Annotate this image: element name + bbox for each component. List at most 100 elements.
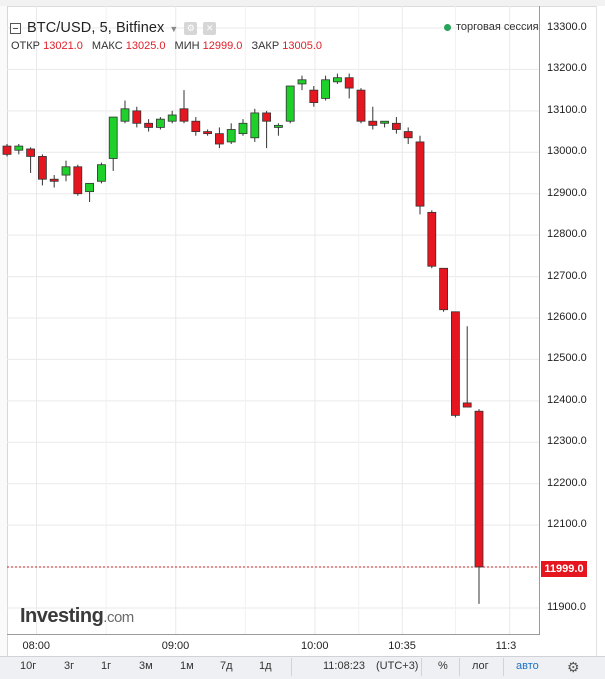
auto-scale-toggle[interactable]: авто [516, 660, 539, 672]
clock-time: 11:08:23 [323, 660, 366, 672]
candle-down [262, 112, 272, 122]
session-indicator: торговая сессия [444, 21, 539, 33]
period-1m-button[interactable]: 1м [180, 660, 194, 672]
y-tick-label: 13200.0 [547, 62, 587, 75]
candle-down [450, 311, 460, 416]
candle-down [191, 120, 201, 132]
candle-down [203, 131, 213, 135]
candle-down [474, 410, 484, 568]
y-tick-label: 12800.0 [547, 228, 587, 241]
x-tick-label: 09:00 [161, 640, 190, 652]
candle-down [403, 131, 413, 139]
y-tick-label: 11900.0 [547, 601, 586, 613]
close-label: ЗАКР [251, 40, 280, 52]
symbol-title[interactable]: BTC/USD, 5, Bitfinex [27, 20, 165, 36]
period-3y-button[interactable]: 3г [64, 660, 75, 672]
low-label: МИН [174, 40, 200, 52]
candle-up [14, 145, 24, 151]
candle-down [368, 120, 378, 126]
y-tick-label: 12500.0 [547, 352, 587, 365]
candle-down [356, 89, 366, 122]
y-tick-label: 13100.0 [547, 103, 587, 116]
y-tick-label: 13300.0 [547, 21, 587, 33]
y-tick-label: 12700.0 [547, 269, 587, 282]
candle-down [439, 267, 449, 311]
bottom-toolbar [0, 656, 605, 679]
candle-up [380, 120, 390, 124]
candle-down [132, 110, 142, 124]
candle-down [73, 166, 83, 195]
candle-down [49, 178, 59, 182]
candle-up [238, 122, 248, 135]
candle-down [427, 211, 437, 267]
settings-icon[interactable]: ⚙ [184, 21, 198, 35]
y-tick-label: 12200.0 [547, 476, 587, 489]
period-10y-button[interactable]: 10г [20, 660, 37, 672]
candle-down [462, 402, 472, 408]
candle-down [179, 108, 189, 122]
y-tick-label: 12100.0 [547, 518, 587, 531]
open-label: ОТКР [11, 40, 41, 52]
top-strip [0, 0, 605, 7]
left-border [0, 6, 8, 656]
toolbar-separator [459, 658, 460, 676]
candle-up [61, 166, 71, 176]
candle-up [285, 85, 295, 122]
investing-logo: Investing.com [20, 605, 134, 628]
candle-down [391, 122, 401, 130]
ohlc-readout: ОТКР 13021.0 МАКС 13025.0 МИН 12999.0 ЗА… [11, 40, 328, 52]
toolbar-separator [503, 658, 504, 676]
x-axis-line [7, 634, 540, 635]
session-label: торговая сессия [456, 21, 539, 33]
x-tick-label: 10:00 [300, 640, 329, 652]
collapse-icon[interactable] [10, 22, 21, 34]
candle-up [155, 118, 165, 128]
high-value: 13025.0 [125, 40, 166, 52]
candle-up [297, 79, 307, 85]
y-tick-label: 12300.0 [547, 435, 587, 448]
percent-toggle[interactable]: % [438, 660, 448, 672]
low-value: 12999.0 [202, 40, 243, 52]
session-status-dot [444, 23, 451, 31]
x-tick-label: 10:35 [388, 640, 416, 652]
candlestick-chart[interactable] [0, 0, 605, 656]
right-margin [596, 6, 605, 656]
candle-down [144, 122, 154, 128]
y-tick-label: 13000.0 [547, 145, 587, 158]
plot-area[interactable] [7, 6, 540, 634]
chart-header: BTC/USD, 5, Bitfinex ▼ ⚙ ✕ [10, 18, 217, 38]
gear-icon[interactable]: ⚙ [567, 659, 580, 675]
candle-up [167, 114, 177, 122]
period-1d-button[interactable]: 1д [259, 660, 272, 672]
candle-down [344, 77, 354, 89]
candle-down [2, 145, 12, 155]
logo-main-text: Investing [20, 605, 104, 627]
candle-up [332, 77, 342, 83]
y-tick-label: 12900.0 [547, 186, 587, 199]
candle-down [309, 89, 319, 103]
timezone-label[interactable]: (UTC+3) [376, 660, 419, 672]
open-value: 13021.0 [43, 40, 83, 52]
candle-down [214, 133, 224, 145]
y-tick-label: 12600.0 [547, 311, 587, 323]
toolbar-separator [291, 658, 292, 676]
add-indicator-icon[interactable]: ✕ [203, 21, 217, 35]
close-value: 13005.0 [282, 40, 323, 52]
candle-down [38, 156, 47, 180]
x-tick-label: 11:3 [495, 640, 517, 652]
candle-up [85, 182, 94, 193]
candle-up [321, 79, 331, 99]
candle-up [250, 112, 260, 139]
toolbar-separator [421, 658, 422, 676]
period-1y-button[interactable]: 1г [101, 660, 112, 672]
dropdown-arrow-icon[interactable]: ▼ [169, 24, 179, 34]
period-3m-button[interactable]: 3м [139, 660, 153, 672]
candle-up [226, 129, 236, 143]
candle-up [273, 124, 283, 128]
candle-up [97, 164, 106, 182]
period-7d-button[interactable]: 7д [220, 660, 233, 672]
candle-down [415, 141, 425, 207]
last-price-badge: 11999.0 [541, 561, 587, 577]
x-tick-label: 08:00 [22, 640, 51, 652]
log-toggle[interactable]: лог [472, 660, 489, 672]
